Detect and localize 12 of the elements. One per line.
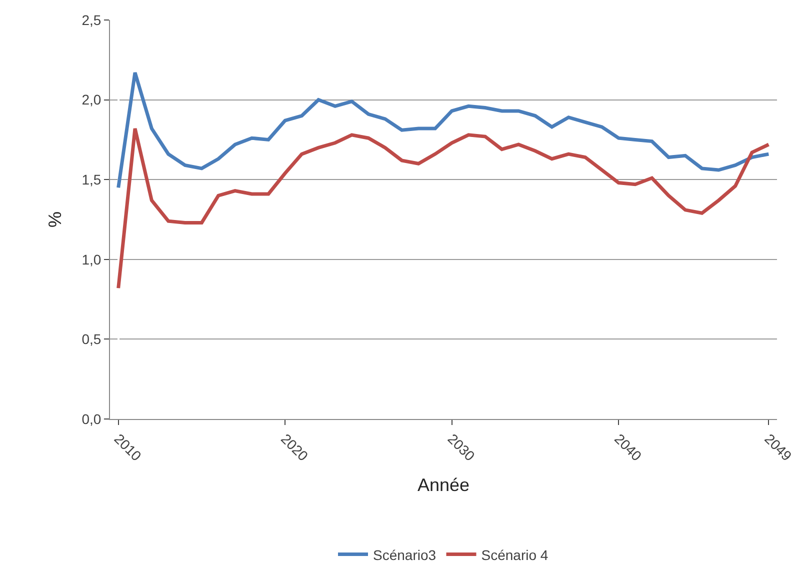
line-series: [116, 70, 770, 190]
y-tick-label: 0,5: [82, 331, 102, 348]
x-axis-title: Année: [417, 475, 470, 496]
y-tick-label: 1,0: [82, 251, 102, 268]
y-tick-label: 0,0: [82, 410, 102, 427]
y-axis-title: %: [44, 211, 65, 228]
y-tick-label: 2,5: [82, 12, 102, 28]
y-tick-label: 2,0: [82, 92, 102, 108]
legend-label: Scénario 4: [481, 546, 548, 563]
legend-label: Scénario3: [373, 546, 436, 563]
line-series: [116, 126, 770, 290]
y-tick-label: 1,5: [82, 172, 102, 188]
